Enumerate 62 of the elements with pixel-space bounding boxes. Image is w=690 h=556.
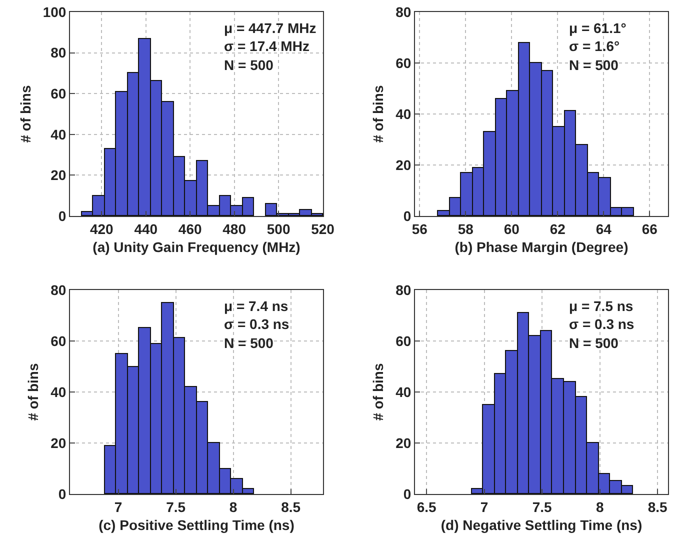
annotation: σ = 0.3 ns: [569, 316, 634, 332]
annotation: σ = 17.4 MHz: [224, 38, 310, 54]
y-tick-label: 60: [50, 86, 66, 102]
x-tick-label: 7.5: [532, 498, 552, 515]
x-tick-label: 58: [458, 220, 474, 237]
y-axis-title: # of bins: [370, 85, 386, 143]
annotation: N = 500: [569, 57, 619, 73]
y-tick-label: 40: [50, 126, 66, 142]
y-tick-label: 0: [403, 208, 412, 224]
y-tick-label: 20: [50, 434, 66, 451]
x-tick-label: 8.5: [281, 498, 301, 515]
x-tick-label: 56: [412, 220, 428, 237]
y-axis-title: # of bins: [25, 363, 42, 421]
x-tick-label: 6.5: [416, 498, 436, 515]
y-tick-label: 100: [42, 4, 66, 20]
x-tick-label: 60: [504, 220, 520, 237]
y-tick-label: 80: [396, 282, 412, 298]
y-tick-label: 40: [396, 384, 412, 400]
y-tick-label: 60: [396, 332, 412, 349]
y-axis-title: # of bins: [370, 363, 386, 421]
y-tick-label: 0: [403, 486, 412, 502]
annotation: μ = 61.1°: [569, 20, 626, 36]
annotation: N = 500: [224, 57, 274, 73]
y-tick-label: 40: [396, 106, 412, 122]
x-axis-title: (b) Phase Margin (Degree): [454, 239, 628, 256]
x-tick-label: 440: [134, 220, 158, 237]
x-tick-label: 64: [596, 220, 612, 237]
x-tick-label: 7.5: [166, 498, 186, 515]
x-tick-label: 480: [222, 220, 246, 237]
y-tick-label: 80: [50, 282, 66, 298]
y-tick-label: 20: [396, 156, 412, 173]
y-tick-label: 80: [50, 44, 66, 61]
y-tick-label: 0: [58, 486, 66, 502]
x-tick-label: 420: [90, 220, 114, 237]
annotation: μ = 447.7 MHz: [224, 20, 316, 36]
y-tick-label: 20: [50, 167, 66, 184]
y-tick-label: 60: [396, 54, 412, 71]
annotation: σ = 0.3 ns: [224, 316, 290, 332]
x-tick-label: 8: [596, 498, 604, 515]
x-axis-title: (c) Positive Settling Time (ns): [98, 517, 294, 534]
y-tick-label: 20: [396, 434, 412, 451]
x-tick-label: 520: [311, 220, 335, 237]
y-tick-label: 0: [58, 208, 66, 224]
annotation: σ = 1.6°: [569, 38, 620, 54]
x-tick-label: 7: [480, 498, 488, 515]
x-tick-label: 500: [266, 220, 290, 237]
y-tick-label: 80: [396, 4, 412, 20]
annotation: μ = 7.5 ns: [569, 298, 634, 314]
x-tick-label: 62: [550, 220, 566, 237]
x-tick-label: 8.5: [648, 498, 668, 515]
annotation: N = 500: [569, 335, 619, 351]
annotation: μ = 7.4 ns: [224, 298, 288, 314]
x-tick-label: 8: [229, 498, 238, 515]
x-tick-label: 66: [642, 220, 658, 237]
x-axis-title: (d) Negative Settling Time (ns): [440, 517, 642, 534]
x-tick-label: 7: [114, 498, 122, 515]
y-tick-label: 40: [50, 384, 66, 400]
x-axis-title: (a) Unity Gain Frequency (MHz): [92, 239, 300, 256]
x-tick-label: 460: [178, 220, 202, 237]
annotation: N = 500: [224, 335, 274, 351]
y-axis-title: # of bins: [17, 85, 34, 143]
y-tick-label: 60: [50, 332, 66, 349]
